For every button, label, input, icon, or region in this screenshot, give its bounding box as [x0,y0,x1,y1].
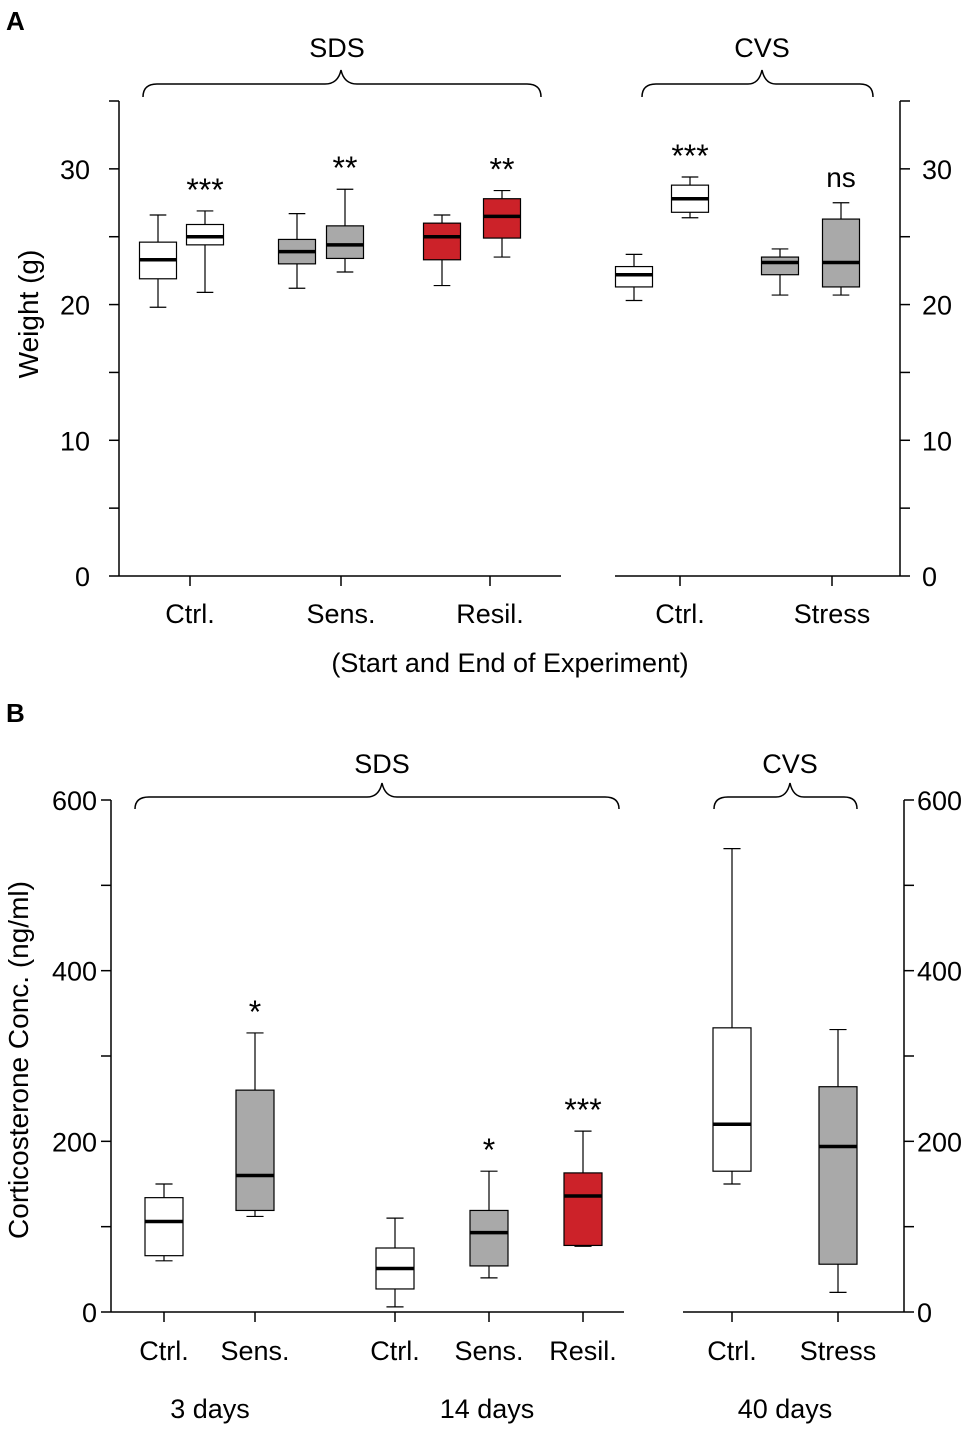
panel-b-x-tick-14d-sens: Sens. [454,1336,523,1366]
panel-b-left-y-tick-label: 600 [52,786,97,816]
panel-b-x-tick-14d-resil: Resil. [549,1336,617,1366]
panel-a-box-7 [614,253,654,302]
panel-a-cvs-label: CVS [734,33,790,63]
box-iqr [235,1089,275,1212]
panel-a-left-y-tick-label: 0 [75,562,90,592]
panel-a-y-axis-label: Weight (g) [13,250,44,379]
box-iqr [422,222,462,261]
significance-label: *** [186,172,223,208]
panel-b-x-tick-3d-sens: Sens. [220,1336,289,1366]
box-iqr [818,1086,858,1265]
panel-b-label: B [6,698,25,728]
panel-b-time-14-days: 14 days [440,1394,535,1424]
significance-label: ns [826,162,856,193]
panel-a-right-y-tick-label: 10 [922,426,952,456]
significance-label: * [249,994,261,1030]
panel-a-left-y-tick-label: 20 [60,291,90,321]
panel-a-left-y-tick-label: 30 [60,155,90,185]
panel-b-box-2: * [235,994,275,1218]
box-iqr [760,256,800,276]
panel-a-x-tick-sds-ctrl: Ctrl. [165,599,215,629]
panel-b-x-tick-14d-ctrl: Ctrl. [370,1336,420,1366]
significance-label: * [483,1132,495,1168]
panel-a-box-1 [138,214,178,308]
panel-a-box-6: ** [482,152,522,258]
box-iqr [821,218,861,288]
panel-b-right-y-tick-label: 0 [917,1298,932,1328]
box-iqr [325,225,365,260]
panel-b-box-6 [712,848,752,1185]
panel-b-time-3-days: 3 days [170,1394,250,1424]
panel-a-box-5 [422,214,462,287]
box-iqr [563,1172,603,1247]
panel-a-sds-brace [142,69,542,98]
panel-b-sds-brace [134,782,620,810]
panel-b-left-y-tick-label: 400 [52,957,97,987]
box-iqr [144,1197,184,1257]
panel-b-x-tick-40d-stress: Stress [800,1336,877,1366]
panel-a-x-tick-sds-resil: Resil. [456,599,524,629]
panel-a-label: A [6,6,25,36]
panel-a-box-3 [277,213,317,289]
panel-b-y-axis-label: Corticosterone Conc. (ng/ml) [3,881,34,1239]
panel-b-time-40-days: 40 days [738,1394,833,1424]
panel-a-sds-label: SDS [309,33,365,63]
box-iqr [614,265,654,288]
box-iqr [712,1027,752,1172]
panel-a-x-tick-sds-sens: Sens. [306,599,375,629]
panel-b-box-5: *** [563,1092,603,1247]
panel-b-x-tick-40d-ctrl: Ctrl. [707,1336,757,1366]
panel-a-left-y-tick-label: 10 [60,426,90,456]
significance-label: *** [671,138,708,174]
panel-a-box-2: *** [185,172,225,293]
panel-b-x-tick-3d-ctrl: Ctrl. [139,1336,189,1366]
panel-a-box-4: ** [325,150,365,273]
panel-a-x-tick-cvs-ctrl: Ctrl. [655,599,705,629]
panel-b-left-y-tick-label: 0 [82,1298,97,1328]
panel-b-right-y-tick-label: 400 [917,957,962,987]
panel-b-cvs-brace [713,782,858,810]
panel-a-x-axis-label: (Start and End of Experiment) [331,648,688,678]
panel-a-box-9 [760,248,800,296]
panel-b-cvs-label: CVS [762,749,818,779]
panel-a-x-tick-cvs-stress: Stress [794,599,871,629]
panel-a-right-y-tick-label: 20 [922,291,952,321]
panel-a-right-y-tick-label: 0 [922,562,937,592]
significance-label: ** [490,152,515,188]
panel-b-sds-label: SDS [354,749,410,779]
panel-b-box-7 [818,1028,858,1293]
panel-b-left-y-tick-label: 200 [52,1127,97,1157]
box-iqr [185,223,225,246]
panel-b-box-4: * [469,1132,509,1279]
panel-b-right-y-tick-label: 200 [917,1127,962,1157]
box-iqr [482,198,522,239]
panel-a-box-8: *** [670,138,710,219]
panel-a-right-y-tick-label: 30 [922,155,952,185]
significance-label: *** [564,1092,601,1128]
panel-b-box-3 [375,1217,415,1308]
box-iqr [469,1209,509,1267]
significance-label: ** [333,150,358,186]
panel-b-right-y-tick-label: 600 [917,786,962,816]
panel-b-box-1 [144,1183,184,1262]
panel-a-cvs-brace [641,69,874,98]
panel-a-box-10: ns [821,162,861,296]
